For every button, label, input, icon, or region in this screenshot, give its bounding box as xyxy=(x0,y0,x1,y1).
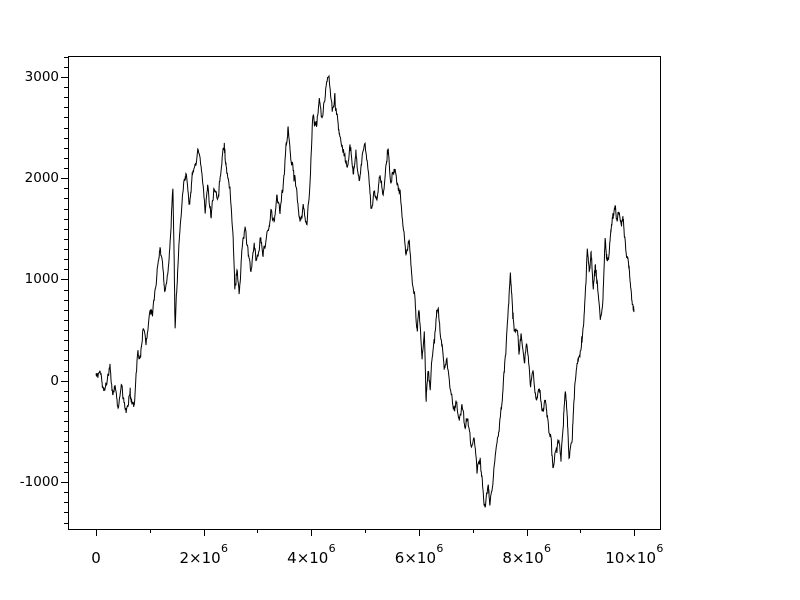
x-tick-label: 8×106 xyxy=(502,542,551,567)
y-tick-label: 1000 xyxy=(24,271,59,288)
y-tick-label: 0 xyxy=(50,372,59,389)
y-tick-label: 3000 xyxy=(24,68,59,85)
x-tick-label: 2×106 xyxy=(179,542,229,567)
x-tick-label: 10×106 xyxy=(605,542,664,567)
plot-frame xyxy=(68,56,661,530)
x-tick-label: 6×106 xyxy=(394,542,444,567)
x-tick-label: 4×106 xyxy=(287,542,336,567)
y-tick-label: -1000 xyxy=(19,474,59,490)
random-walk-line xyxy=(95,74,635,509)
axis-ticks xyxy=(61,57,635,536)
x-tick-label: 0 xyxy=(91,549,101,567)
y-tick-label: 2000 xyxy=(24,170,59,187)
